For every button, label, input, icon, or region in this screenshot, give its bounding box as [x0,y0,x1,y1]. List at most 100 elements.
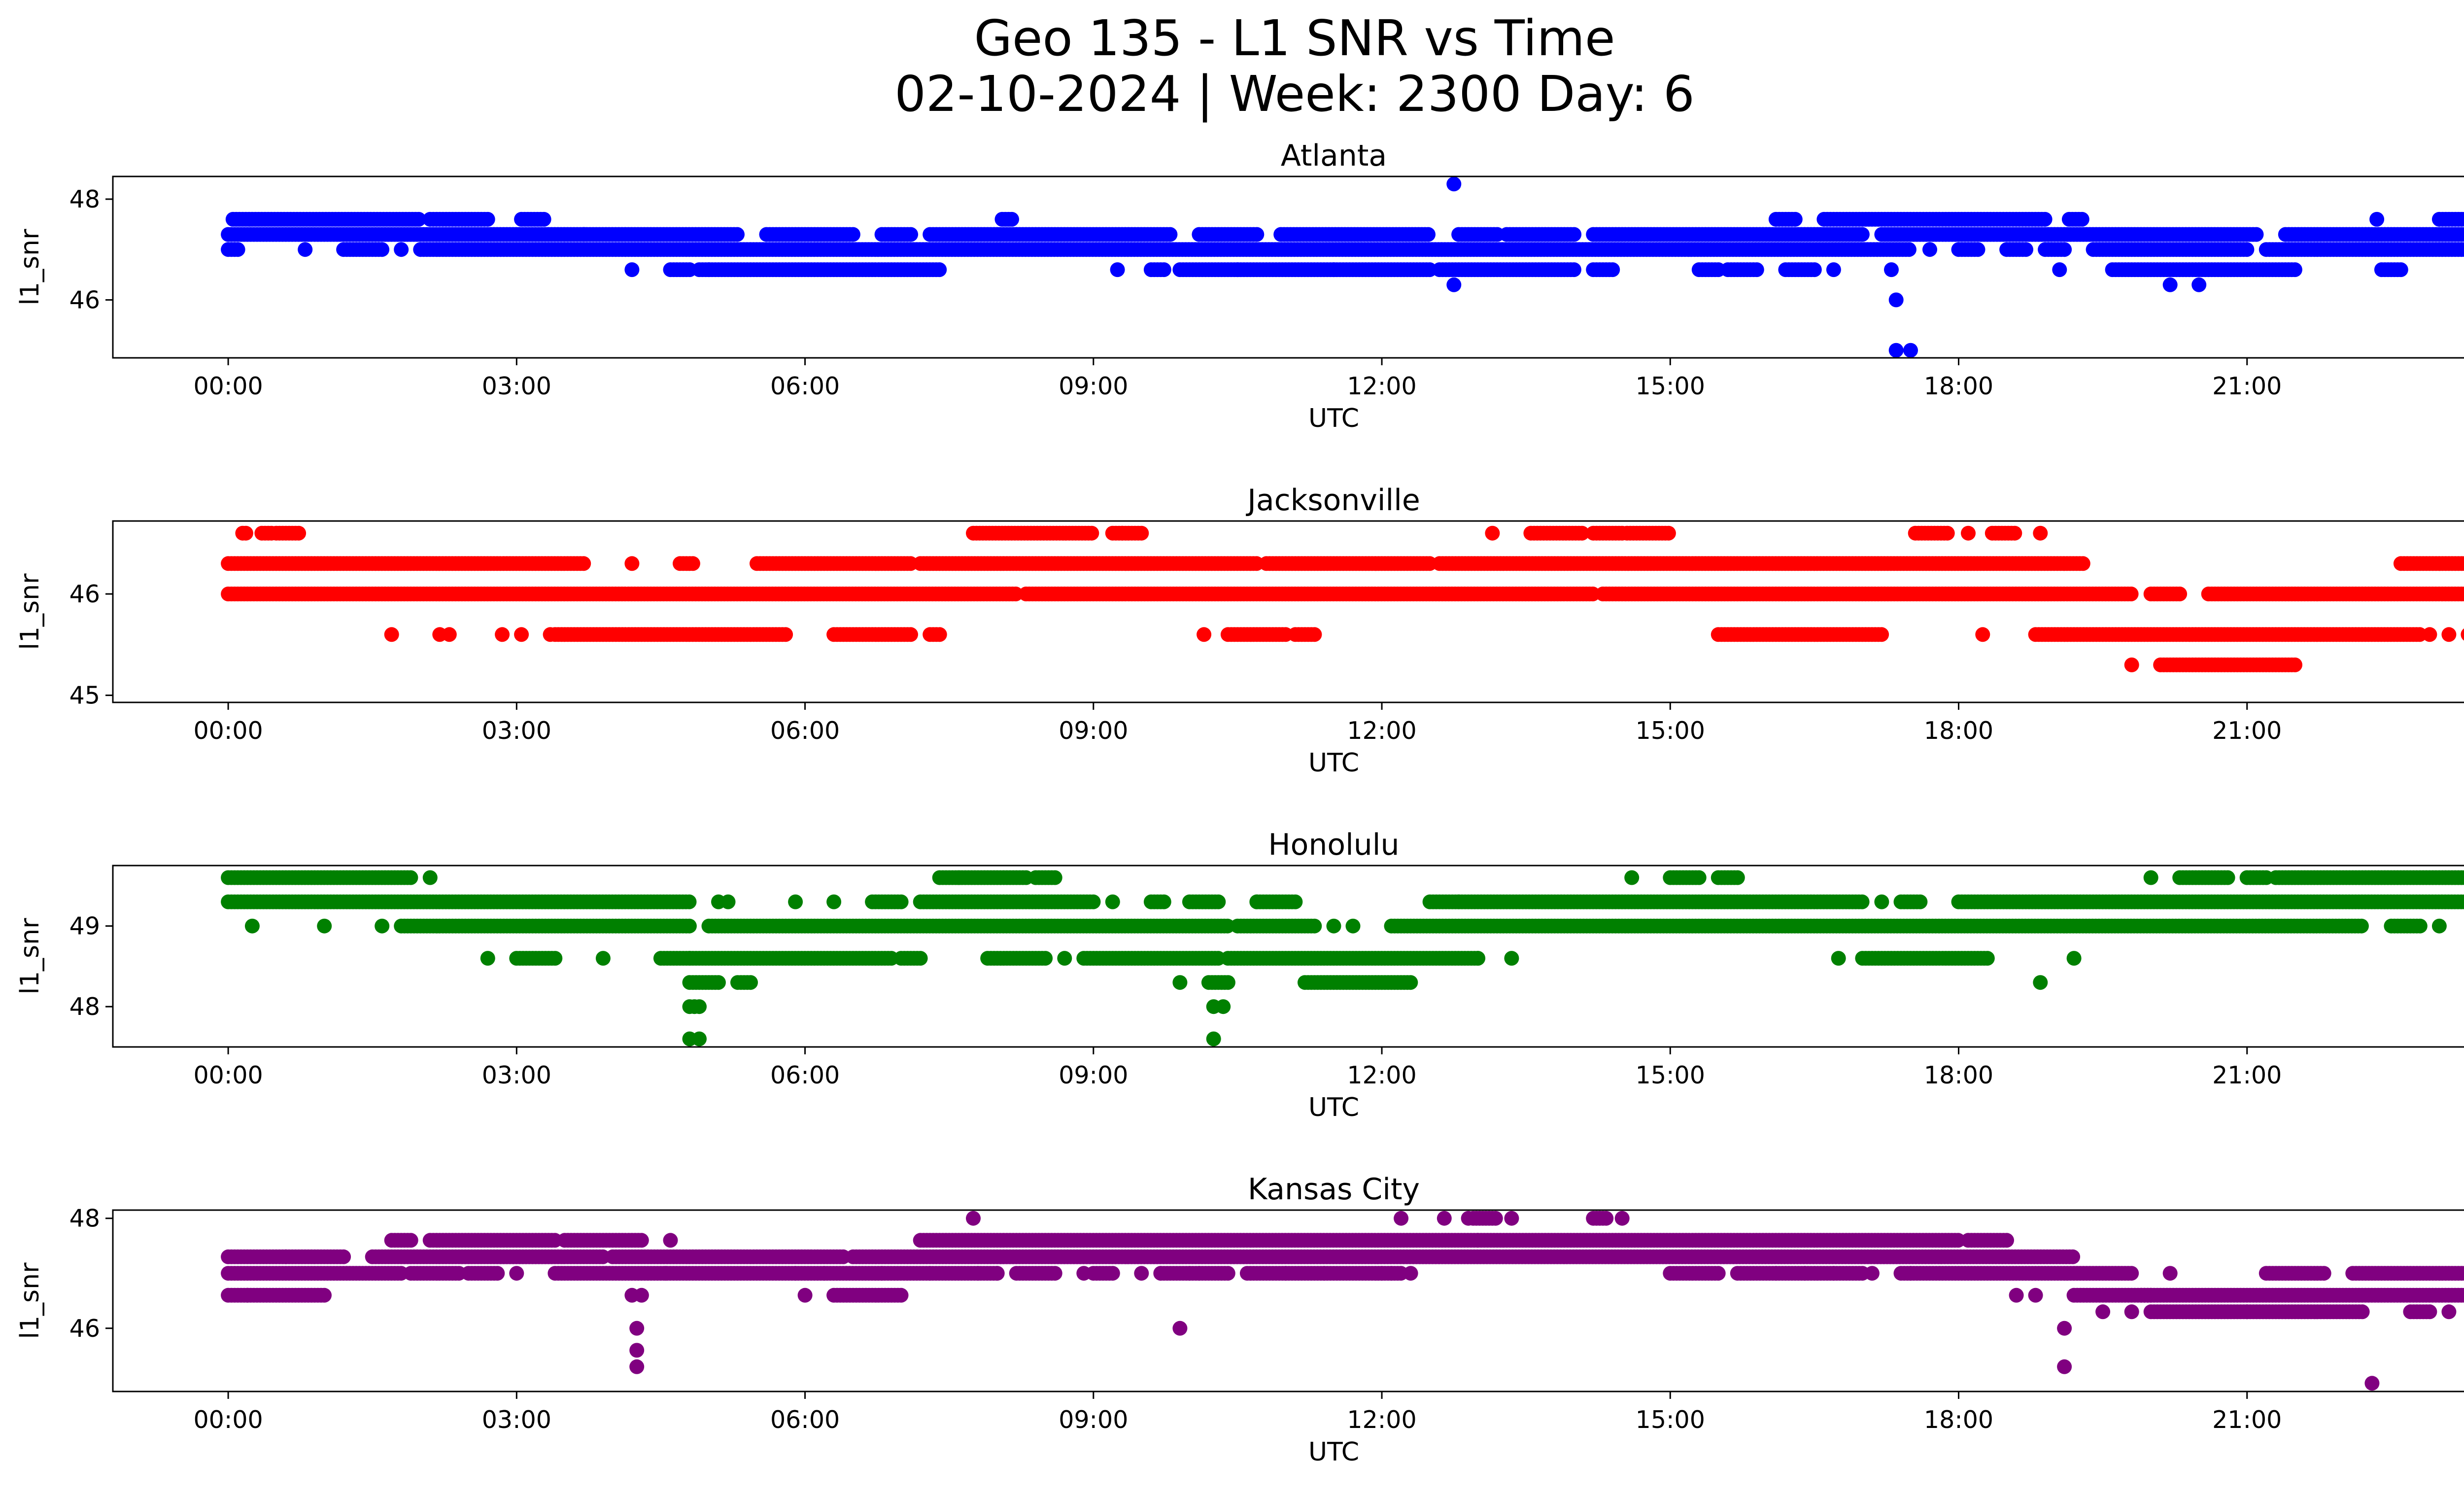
snr-point [422,870,438,885]
subplot-title: Honolulu [1268,828,1400,862]
snr-point [1874,894,1889,909]
snr-point [1004,211,1019,227]
y-tick-label: 45 [69,682,100,710]
x-tick-label: 18:00 [1924,717,1993,745]
snr-point [1854,227,1870,242]
y-tick-label: 46 [69,580,100,608]
x-axis-label: UTC [1308,404,1359,433]
snr-point [788,894,803,909]
snr-point [2123,587,2139,601]
x-tick-label: 21:00 [2212,372,2282,400]
snr-point [1220,918,1235,934]
snr-point [238,525,253,541]
snr-point [2019,242,2033,257]
snr-point [1156,262,1171,278]
snr-point [442,627,457,642]
axes-frame [112,520,2464,703]
x-tick-label: 00:00 [193,717,263,745]
snr-point [2460,895,2464,908]
snr-point [1605,262,1620,278]
snr-point [1624,870,1640,885]
snr-point [1787,211,1803,227]
snr-point [536,211,551,227]
snr-point [2052,262,2067,278]
snr-point [1884,262,1899,278]
snr-point [514,627,529,642]
snr-point [1888,343,1904,358]
snr-point [1105,894,1120,909]
x-tick-label: 12:00 [1347,717,1416,745]
snr-point [2441,627,2457,642]
snr-point [1249,227,1265,242]
subplot-title: Jacksonville [1245,483,1420,518]
x-tick-label: 21:00 [2212,717,2282,745]
snr-point [384,627,399,642]
snr-point [576,556,591,571]
snr-point [826,894,842,909]
x-tick-label: 15:00 [1636,372,1705,400]
snr-point [1421,227,1436,242]
snr-point [1249,894,1265,909]
snr-point [1807,262,1822,278]
snr-point [1134,525,1149,541]
snr-point [2239,242,2255,257]
snr-point [298,242,313,257]
snr-point [2033,525,2048,541]
snr-point [1574,525,1590,541]
snr-point [1326,262,1341,278]
data-points [221,870,2464,1046]
snr-point [543,627,558,642]
snr-point [2220,870,2235,885]
snr-point [2461,243,2464,256]
snr-point [624,262,640,278]
snr-point [1288,894,1303,909]
snr-point [1110,262,1125,278]
snr-point [1661,525,1676,541]
snr-point [2422,627,2437,642]
snr-point [2461,213,2464,226]
snr-point [1230,262,1245,278]
snr-point [730,227,745,242]
snr-point [2124,657,2139,672]
x-axis-label: UTC [1308,748,1359,778]
snr-point [624,556,640,571]
snr-point [778,627,793,642]
snr-point [2191,277,2207,292]
axes-frame [112,175,2464,359]
snr-point [2461,557,2464,570]
snr-point [2074,211,2089,227]
subplot-title: Atlanta [1281,139,1387,173]
snr-point [932,627,947,642]
snr-point [1197,627,1212,642]
snr-point [1691,870,1707,885]
snr-point [1826,262,1841,278]
snr-point [2037,211,2053,227]
snr-point [1970,242,1985,257]
snr-point [2369,211,2385,227]
snr-point [1156,894,1171,909]
y-tick-label: 48 [69,185,100,213]
snr-point [1211,894,1226,909]
snr-point [2143,870,2158,885]
snr-point [403,870,418,885]
snr-point [1961,525,1976,541]
snr-point [1975,627,1990,642]
snr-point [2075,556,2090,571]
snr-point [1446,277,1462,292]
snr-point [903,627,918,642]
x-tick-label: 06:00 [770,372,840,400]
snr-point [1485,525,1500,541]
snr-point [291,525,307,541]
snr-point [1566,262,1581,278]
snr-point [411,211,426,227]
snr-point [685,556,700,571]
snr-point [1446,176,1462,192]
snr-point [932,262,947,278]
snr-point [2172,587,2188,601]
snr-point [230,242,245,257]
snr-point [2287,262,2302,278]
snr-point [893,894,909,909]
x-tick-label: 18:00 [1924,372,1993,400]
